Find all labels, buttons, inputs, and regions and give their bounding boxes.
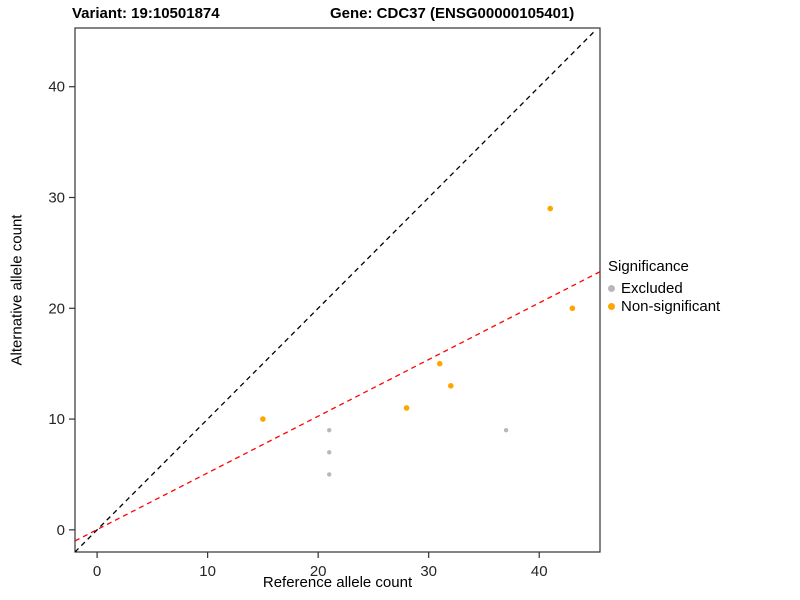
y-tick-label: 40 (48, 79, 65, 96)
series-excluded (327, 427, 509, 477)
reference-lines (75, 30, 600, 552)
legend-entry-non-significant: Non-significant (608, 297, 720, 315)
point-excluded (327, 472, 332, 477)
x-axis-label: Reference allele count (262, 574, 413, 591)
point-non-significant (403, 405, 410, 411)
point-non-significant (447, 383, 454, 389)
plot-panel (74, 27, 601, 553)
point-non-significant (547, 205, 554, 212)
point-excluded (327, 450, 332, 455)
point-non-significant (569, 305, 576, 312)
y-tick-label: 0 (57, 522, 65, 539)
point-non-significant (436, 360, 443, 367)
x-tick-label: 40 (531, 563, 548, 580)
non-significant-dot-icon (608, 302, 615, 310)
x-tick-label: 30 (420, 563, 437, 580)
point-excluded (503, 427, 509, 433)
x-tick-label: 20 (310, 563, 327, 580)
chart-title-variant: Variant: 19:10501874 (72, 5, 220, 22)
y-tick-label: 10 (48, 411, 65, 428)
legend: Significance Excluded Non-significant (608, 258, 720, 315)
point-non-significant (260, 416, 266, 422)
x-tick-label: 0 (93, 563, 101, 580)
y-axis-label: Alternative allele count (8, 214, 26, 366)
legend-entry-excluded: Excluded (608, 279, 720, 297)
series-non-significant (260, 205, 576, 422)
excluded-dot-icon (608, 284, 615, 292)
y-tick-label: 20 (48, 300, 65, 317)
legend-title: Significance (608, 258, 689, 275)
legend-entry-label: Excluded (621, 279, 683, 297)
x-tick-label: 10 (199, 563, 216, 580)
legend-entry-label: Non-significant (621, 297, 721, 315)
point-excluded (327, 427, 332, 433)
identity-line (75, 30, 595, 552)
chart-title-gene: Gene: CDC37 (ENSG00000105401) (330, 5, 575, 22)
y-tick-label: 30 (48, 189, 65, 206)
